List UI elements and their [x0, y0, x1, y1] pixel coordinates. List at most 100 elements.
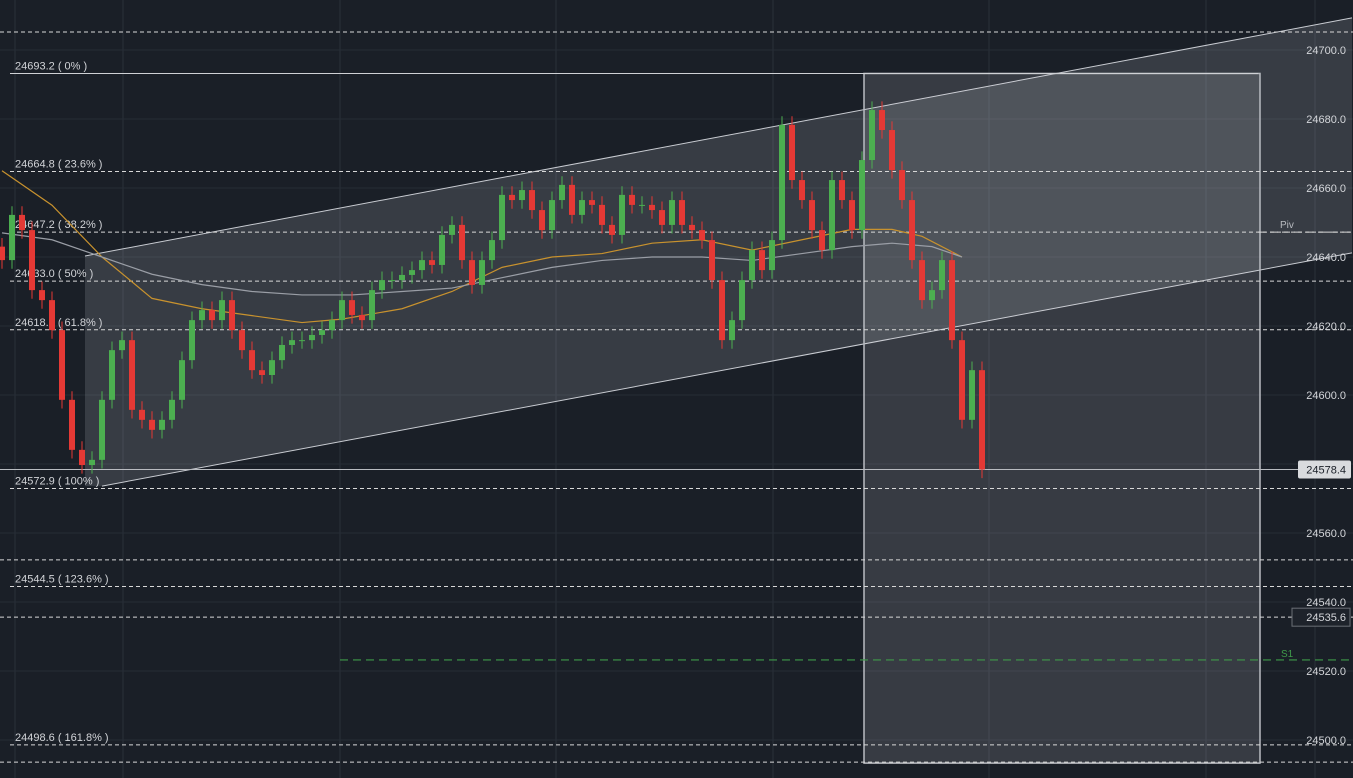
y-tick-label: 24700.0 — [1306, 45, 1346, 57]
y-tick-label: 24600.0 — [1306, 390, 1346, 402]
candle-down — [849, 200, 855, 231]
candle-down — [59, 330, 65, 400]
candle-down — [959, 340, 965, 420]
candle-up — [169, 399, 175, 420]
channel-upper-line — [84, 17, 1353, 257]
candle-down — [789, 124, 795, 181]
fib-label: 24633.0 ( 50% ) — [15, 268, 93, 280]
candle-up — [219, 300, 225, 321]
candle-up — [619, 194, 625, 235]
candle-up — [929, 290, 935, 301]
candle-up — [869, 110, 875, 161]
y-tick-label: 24500.0 — [1306, 735, 1346, 747]
candle-down — [469, 260, 475, 285]
candle-down — [759, 250, 765, 271]
candle-up — [299, 340, 305, 342]
candle-up — [939, 260, 945, 291]
candle-up — [519, 190, 525, 201]
y-tick-label: 24560.0 — [1306, 528, 1346, 540]
candle-down — [649, 204, 655, 211]
candle-down — [629, 194, 635, 205]
candle-up — [329, 320, 335, 331]
drawings — [84, 17, 1353, 764]
candle-up — [669, 200, 675, 225]
candle-up — [119, 340, 125, 351]
candle-down — [129, 340, 135, 410]
candle-up — [859, 160, 865, 231]
candle-down — [529, 190, 535, 211]
candle-down — [49, 300, 55, 331]
candle-up — [499, 194, 505, 241]
channel-fill — [85, 17, 1352, 487]
candle-down — [0, 246, 5, 261]
moving-average-line — [1, 170, 963, 324]
candle-up — [729, 320, 735, 341]
candle-down — [249, 350, 255, 371]
marker-price-label: 24535.6 — [1306, 612, 1346, 624]
candle-up — [289, 340, 295, 345]
y-tick-label: 24640.0 — [1306, 252, 1346, 264]
fib-label: 24693.2 ( 0% ) — [15, 60, 87, 72]
candle-up — [99, 399, 105, 460]
candle-up — [769, 240, 775, 271]
fib-label: 24544.5 ( 123.6% ) — [15, 573, 109, 585]
candle-up — [749, 250, 755, 281]
candle-up — [339, 300, 345, 321]
moving-average-line — [1, 232, 963, 296]
candle-down — [839, 180, 845, 201]
y-tick-label: 24620.0 — [1306, 321, 1346, 333]
candle-up — [549, 200, 555, 231]
candle-up — [389, 280, 395, 282]
candle-down — [349, 300, 355, 315]
candle-down — [689, 224, 695, 231]
candle-down — [809, 200, 815, 231]
current-price-badge — [1298, 460, 1351, 479]
candle-down — [259, 370, 265, 375]
support-label: S1 — [1281, 649, 1294, 660]
fib-label: 24572.9 ( 100% ) — [15, 475, 99, 487]
candle-up — [559, 184, 565, 201]
candle-down — [919, 260, 925, 301]
fib-label: 24498.6 ( 161.8% ) — [15, 732, 109, 744]
candle-up — [419, 260, 425, 271]
candle-up — [779, 124, 785, 241]
fib-levels: 24693.2 ( 0% ) 24664.8 ( 23.6% ) 24647.2 (… — [0, 31, 1353, 763]
candle-down — [239, 330, 245, 351]
candle-up — [489, 240, 495, 261]
candle-up — [269, 360, 275, 375]
current-price-label: 24578.4 — [1306, 465, 1346, 477]
candle-up — [309, 334, 315, 341]
candle-down — [429, 260, 435, 265]
candle-down — [799, 180, 805, 201]
candle-up — [579, 200, 585, 215]
pivot-label: Piv — [1280, 220, 1294, 231]
candle-up — [479, 260, 485, 285]
candle-down — [889, 130, 895, 171]
candle-down — [19, 214, 25, 231]
candle-up — [379, 280, 385, 291]
candle-down — [709, 240, 715, 281]
marker-price-badge — [1291, 607, 1351, 627]
price-axis[interactable]: 24700.0 24680.0 24660.0 24640.0 24620.0 24600… — [1291, 45, 1351, 747]
candle-down — [979, 370, 985, 470]
moving-averages — [1, 170, 963, 324]
candle-down — [149, 419, 155, 430]
channel-lower-line — [101, 252, 1353, 487]
candle-down — [659, 210, 665, 225]
candle-up — [109, 350, 115, 400]
candle-down — [569, 184, 575, 215]
candle-down — [879, 110, 885, 131]
y-tick-label: 24680.0 — [1306, 114, 1346, 126]
candle-up — [439, 234, 445, 265]
candle-up — [159, 419, 165, 430]
fib-label: 24618.9 ( 61.8% ) — [15, 317, 102, 329]
y-tick-label: 24520.0 — [1306, 666, 1346, 678]
candle-down — [909, 200, 915, 261]
candle-down — [29, 230, 35, 291]
candle-down — [949, 260, 955, 341]
candle-up — [9, 214, 15, 261]
y-tick-label: 24660.0 — [1306, 183, 1346, 195]
candle-down — [609, 224, 615, 235]
